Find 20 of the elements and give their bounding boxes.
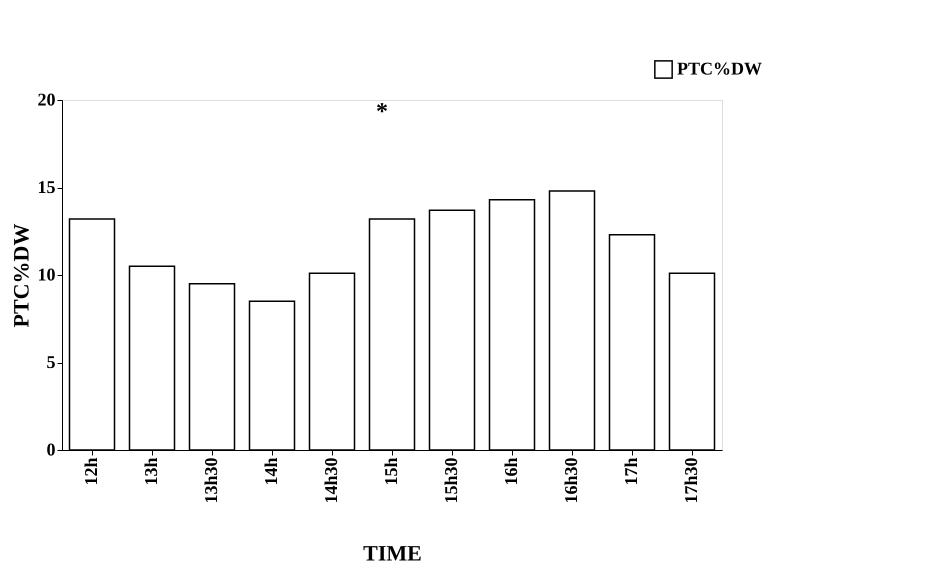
x-tick-label: 13h30 [201,458,221,504]
x-tick-label: 17h30 [681,458,701,504]
y-tick-label: 0 [46,440,56,460]
x-tick-label: 16h [501,458,521,486]
y-tick-label: 5 [46,352,56,372]
x-tick-label: 13h [141,458,161,486]
x-tick-label: 15h [381,458,401,486]
x-tick-label: 16h30 [561,458,581,504]
legend-label: PTC%DW [677,58,762,78]
x-tick-label: 17h [621,458,641,486]
x-tick-label: 12h [81,458,101,486]
y-tick-label: 20 [38,90,56,110]
x-axis-title: TIME [363,540,422,566]
x-tick-label: 14h [261,458,281,486]
x-tick-label: 14h30 [321,458,341,504]
y-axis-title: PTC%DW [8,224,34,328]
y-tick-label: 15 [38,177,56,197]
annotation: * [376,99,388,125]
y-tick-label: 10 [38,264,56,284]
x-tick-label: 15h30 [441,458,461,504]
